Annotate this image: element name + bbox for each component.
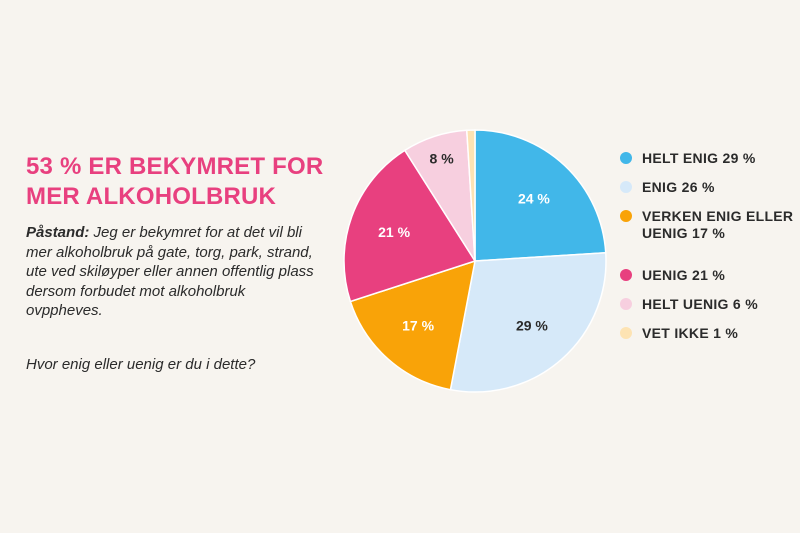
legend-swatch	[620, 210, 632, 222]
slice-data-label: 29 %	[516, 318, 548, 334]
pie-slice	[349, 259, 476, 391]
slice-data-label: 8 %	[430, 150, 455, 166]
legend-swatch	[620, 181, 632, 193]
legend-swatch	[620, 152, 632, 164]
legend-swatch	[620, 298, 632, 310]
pie-slice	[449, 251, 607, 393]
legend-label: VERKEN ENIG ELLER UENIG 17 %	[642, 208, 794, 241]
legend-label: HELT UENIG 6 %	[642, 296, 758, 312]
statement-text: Påstand: Jeg er bekymret for at det vil …	[26, 223, 326, 321]
legend-label: HELT ENIG 29 %	[642, 150, 756, 166]
question-text: Hvor enig eller uenig er du i dette?	[26, 356, 256, 373]
legend-swatch	[620, 327, 632, 339]
slice-data-label: 24 %	[518, 190, 550, 206]
chart-title: 53 % ER BEKYMRET FOR MER ALKOHOLBRUK	[26, 153, 324, 210]
legend-label: ENIG 26 %	[642, 179, 715, 195]
statement-body: Jeg er bekymret for at det vil bli mer a…	[26, 224, 314, 320]
legend-label: UENIG 21 %	[642, 267, 726, 283]
legend-label: VET IKKE 1 %	[642, 325, 739, 341]
slice-data-label: 21 %	[378, 224, 410, 240]
slice-data-label: 17 %	[402, 318, 434, 334]
pie-slice	[465, 129, 476, 262]
statement-lead: Påstand:	[26, 224, 90, 241]
pie-slice	[474, 129, 607, 262]
legend-swatch	[620, 269, 632, 281]
pie-slice	[343, 149, 477, 303]
